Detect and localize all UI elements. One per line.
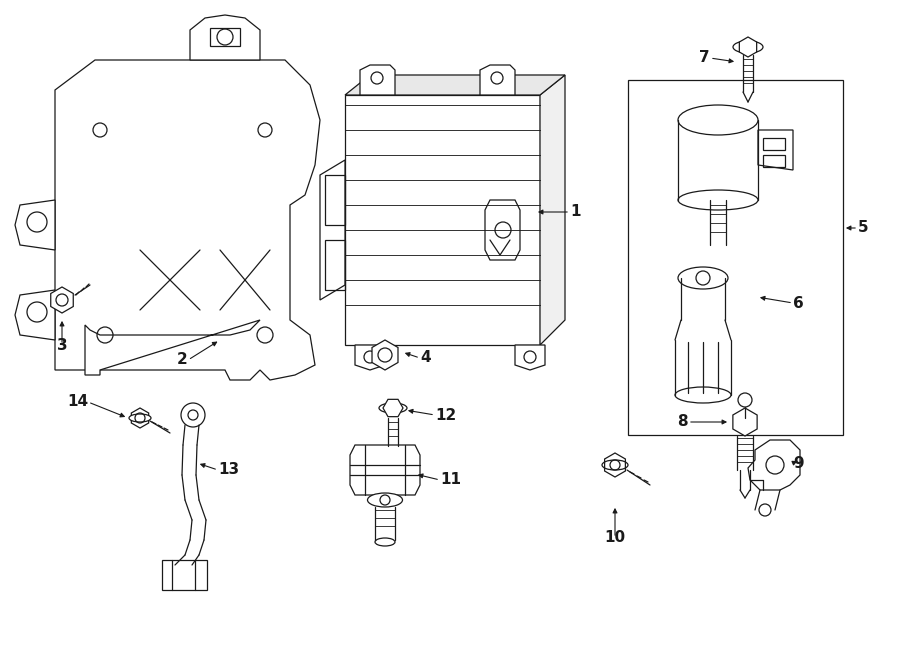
Text: 8: 8 <box>678 414 688 430</box>
Text: 6: 6 <box>793 295 804 311</box>
Polygon shape <box>15 290 55 340</box>
Text: 11: 11 <box>440 473 461 488</box>
Text: 10: 10 <box>605 531 626 545</box>
Ellipse shape <box>678 190 758 210</box>
Ellipse shape <box>367 493 402 507</box>
Bar <box>210 28 240 46</box>
Polygon shape <box>540 75 565 345</box>
Polygon shape <box>360 65 395 95</box>
Text: 13: 13 <box>218 463 239 477</box>
Polygon shape <box>748 440 800 490</box>
Polygon shape <box>85 320 260 375</box>
Text: 9: 9 <box>793 455 804 471</box>
Polygon shape <box>350 445 420 495</box>
Polygon shape <box>485 200 520 260</box>
Polygon shape <box>131 408 149 428</box>
Polygon shape <box>605 453 626 477</box>
Text: 1: 1 <box>570 204 580 219</box>
Circle shape <box>181 403 205 427</box>
Polygon shape <box>372 340 398 370</box>
Polygon shape <box>515 345 545 370</box>
Ellipse shape <box>733 41 763 53</box>
Bar <box>763 138 785 150</box>
Text: 3: 3 <box>57 338 68 352</box>
Polygon shape <box>55 60 320 380</box>
Ellipse shape <box>678 267 728 289</box>
Ellipse shape <box>675 387 731 403</box>
Text: 4: 4 <box>420 350 430 366</box>
Text: 14: 14 <box>67 395 88 410</box>
Bar <box>325 175 345 225</box>
Bar <box>162 560 207 590</box>
Polygon shape <box>739 37 757 57</box>
Ellipse shape <box>379 403 407 413</box>
Ellipse shape <box>129 414 151 422</box>
Text: 2: 2 <box>177 352 188 368</box>
Polygon shape <box>355 345 385 370</box>
Polygon shape <box>758 130 793 170</box>
Polygon shape <box>733 408 757 436</box>
Polygon shape <box>480 65 515 95</box>
Bar <box>345 95 540 345</box>
Bar <box>325 240 345 290</box>
Polygon shape <box>50 287 73 313</box>
Ellipse shape <box>375 538 395 546</box>
Polygon shape <box>15 200 55 250</box>
Text: 7: 7 <box>699 50 710 65</box>
Text: 5: 5 <box>858 221 868 235</box>
Bar <box>763 155 785 167</box>
Polygon shape <box>383 399 403 416</box>
Bar <box>628 80 843 435</box>
Text: 12: 12 <box>435 407 456 422</box>
Polygon shape <box>320 160 345 300</box>
Ellipse shape <box>678 105 758 135</box>
Polygon shape <box>345 75 565 95</box>
Polygon shape <box>190 15 260 60</box>
